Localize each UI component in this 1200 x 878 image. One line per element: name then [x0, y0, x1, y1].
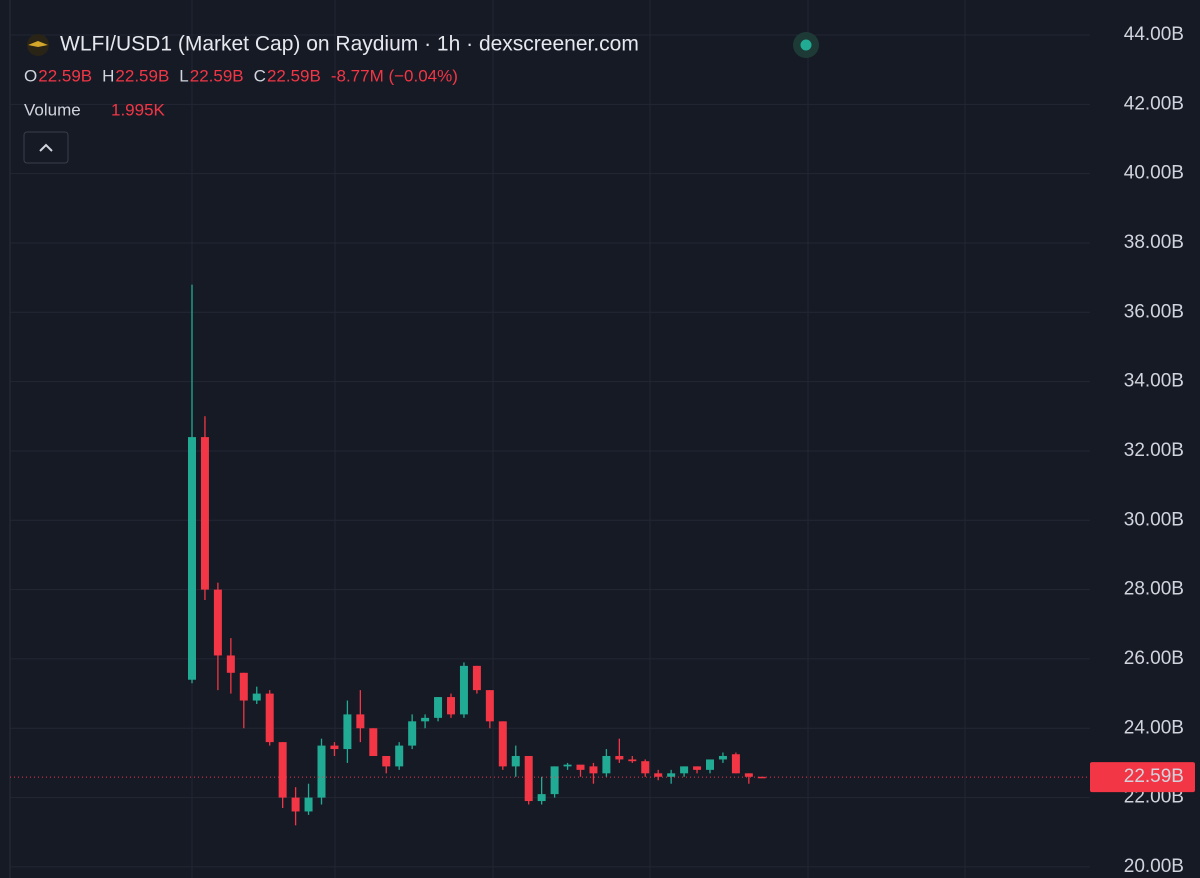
- candle-body: [718, 755, 727, 760]
- chart-title: WLFI/USD1 (Market Cap) on Raydium · 1h ·…: [60, 33, 639, 56]
- candle-body: [706, 759, 714, 770]
- overlay: WLFI/USD1 (Market Cap) on Raydium · 1h ·…: [10, 32, 1195, 793]
- status-dot: [800, 39, 812, 51]
- candle-body: [485, 690, 494, 722]
- collapse-button[interactable]: [23, 131, 69, 164]
- y-tick-label: 44.00B: [1124, 24, 1184, 45]
- ohlc-legend: O 22.59B H 22.59B L 22.59B C 22.59B -8.77M (−0.0…: [24, 66, 458, 85]
- candle-body: [602, 755, 611, 774]
- candle-body: [239, 672, 248, 701]
- chevron-icon: [39, 143, 53, 152]
- candle-body: [369, 728, 378, 756]
- token-icon-mark: [28, 41, 48, 47]
- ohlc-key: O: [24, 66, 37, 85]
- y-tick-label: 40.00B: [1124, 163, 1184, 184]
- candle-body: [278, 742, 287, 798]
- candle-body: [641, 761, 650, 774]
- ohlc-key: H: [102, 66, 114, 85]
- candle-body: [421, 717, 430, 722]
- y-tick-label: 36.00B: [1124, 301, 1184, 322]
- candle-body: [731, 754, 740, 774]
- candle-body: [511, 755, 520, 767]
- candle-body: [434, 697, 443, 718]
- y-tick-label: 34.00B: [1124, 371, 1184, 392]
- candle-body: [628, 759, 637, 762]
- candle-body: [226, 655, 235, 673]
- candle-body: [265, 693, 274, 743]
- ohlc-value: 22.59B: [38, 66, 92, 85]
- candle-body: [615, 755, 624, 760]
- candle-body: [408, 721, 417, 746]
- y-tick-label: 24.00B: [1124, 717, 1184, 738]
- y-tick-label: 26.00B: [1124, 648, 1184, 669]
- y-tick-label: 20.00B: [1124, 856, 1184, 877]
- candle-body: [200, 437, 209, 590]
- candle-body: [537, 794, 546, 802]
- y-tick-label: 32.00B: [1124, 440, 1184, 461]
- candle-body: [524, 755, 533, 802]
- candle-body: [252, 693, 261, 701]
- candle-body: [472, 665, 481, 691]
- last-price-label: 22.59B: [1124, 766, 1184, 787]
- candle-body: [356, 714, 365, 729]
- candle-body: [459, 665, 468, 715]
- candle-body: [757, 776, 766, 779]
- candle-body: [382, 755, 391, 767]
- candle-body: [744, 773, 753, 777]
- candle-body: [654, 773, 663, 777]
- candle-body: [693, 766, 702, 770]
- candle-body: [188, 437, 196, 680]
- candle-body: [589, 766, 598, 774]
- candle-body: [563, 764, 572, 767]
- candle-body: [447, 697, 455, 715]
- candle-body: [667, 773, 676, 777]
- y-tick-label: 28.00B: [1124, 579, 1184, 600]
- volume-label: Volume: [24, 100, 81, 119]
- y-tick-label: 42.00B: [1124, 93, 1184, 114]
- candle-body: [550, 766, 559, 795]
- candle-body: [343, 714, 352, 750]
- candle-body: [395, 745, 404, 767]
- candle-body: [317, 745, 326, 798]
- candle-body: [498, 721, 507, 767]
- y-tick-label: 30.00B: [1124, 509, 1184, 530]
- candle-body: [213, 589, 222, 656]
- ohlc-key: L: [179, 66, 188, 85]
- y-tick-label: 38.00B: [1124, 232, 1184, 253]
- candle-body: [576, 764, 585, 770]
- candle-body: [304, 797, 313, 812]
- volume-value: 1.995K: [111, 100, 166, 119]
- candle-body: [291, 797, 300, 812]
- candles: [188, 284, 766, 826]
- last-price-badge: [1090, 762, 1195, 793]
- change-value: -8.77M (−0.04%): [331, 66, 458, 85]
- ohlc-key: C: [254, 66, 266, 85]
- candle-body: [330, 745, 339, 750]
- ohlc-value: 22.59B: [115, 66, 169, 85]
- ohlc-value: 22.59B: [267, 66, 321, 85]
- ohlc-value: 22.59B: [190, 66, 244, 85]
- candle-body: [680, 766, 689, 774]
